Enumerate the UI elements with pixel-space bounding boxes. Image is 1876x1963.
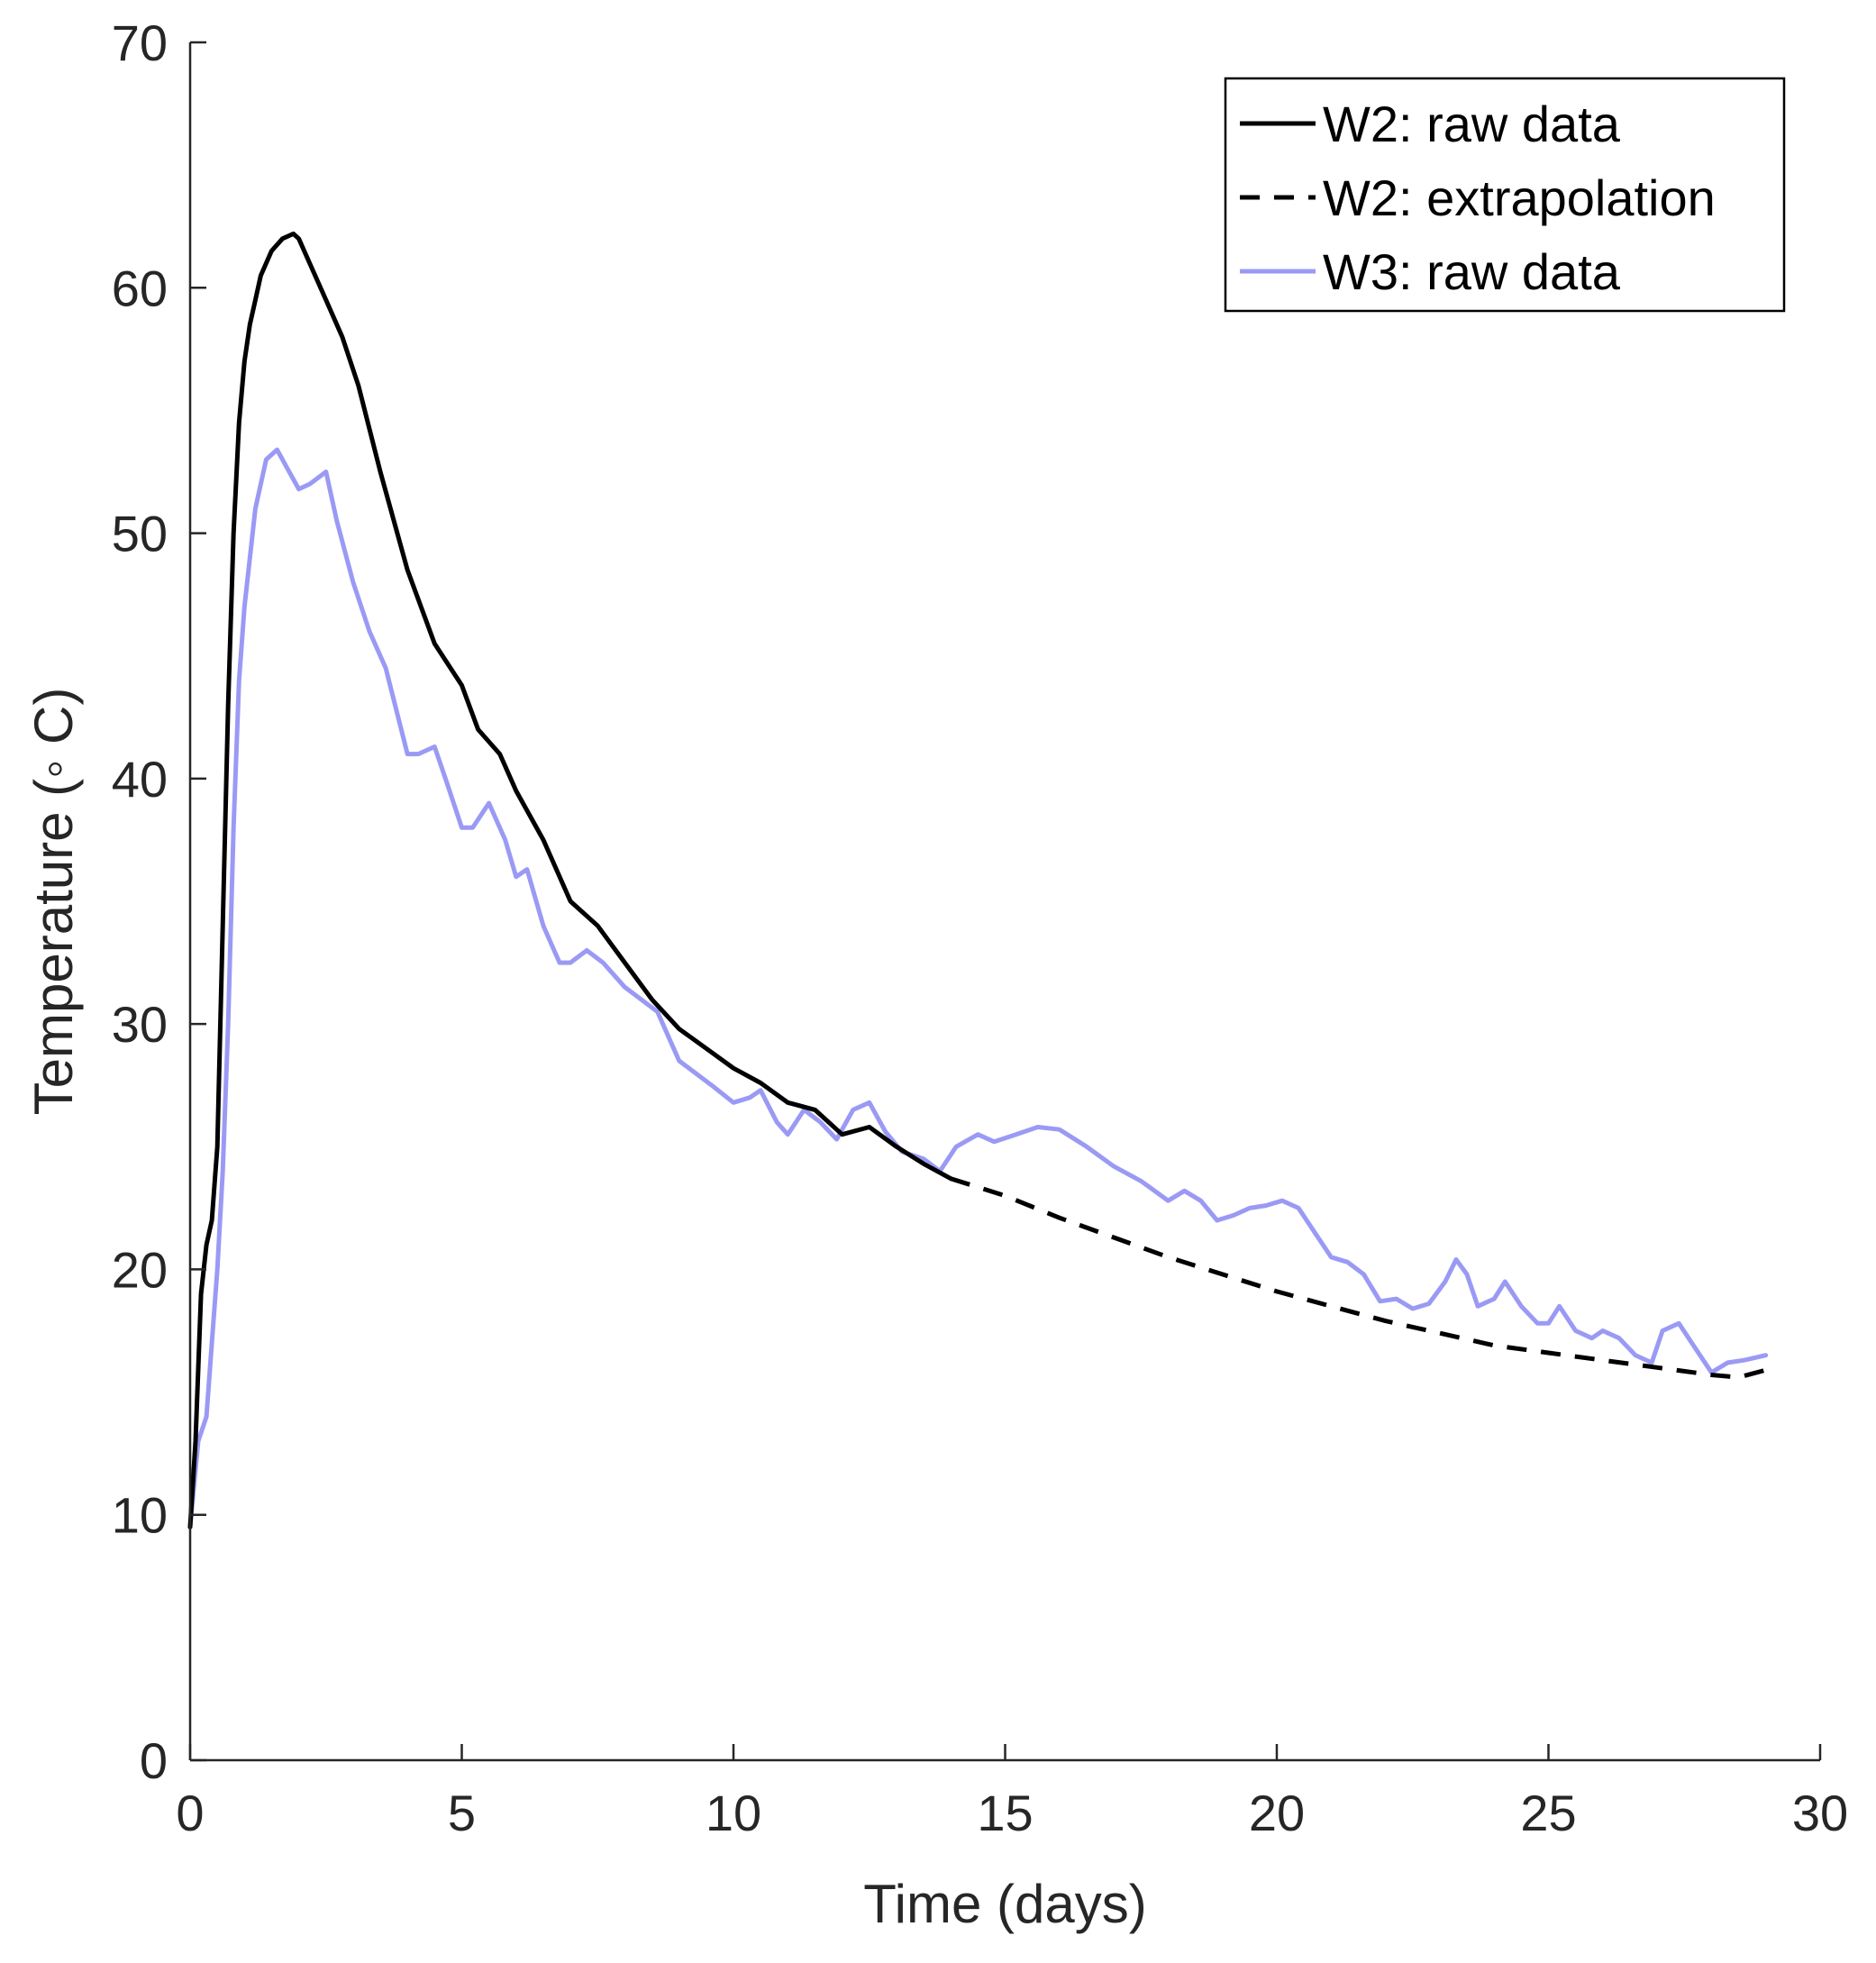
legend-label: W3: raw data <box>1323 243 1621 300</box>
y-tick-label: 0 <box>140 1732 168 1789</box>
x-tick-label: 30 <box>1792 1785 1848 1841</box>
y-tick-label: 30 <box>112 996 168 1053</box>
series-line-w2-extrapolation <box>950 1176 1767 1380</box>
y-tick-label: 50 <box>112 506 168 562</box>
y-tick-label: 20 <box>112 1241 168 1298</box>
x-tick-label: 5 <box>448 1785 476 1841</box>
x-axis-title: Time (days) <box>863 1874 1146 1934</box>
x-tick-label: 10 <box>706 1785 761 1841</box>
legend-label: W2: raw data <box>1323 96 1621 152</box>
legend-box <box>1224 77 1786 313</box>
axes: 0 5 10 15 20 25 30 0 10 20 30 40 50 60 70 Time (days) Te… <box>23 14 1848 1934</box>
x-tick-label: 0 <box>176 1785 204 1841</box>
legend-label: W2: extrapolation <box>1323 169 1716 226</box>
series-line-w3-raw-data <box>187 447 1769 1529</box>
y-tick-label: 10 <box>112 1487 168 1544</box>
legend: W2: raw data W2: extrapolation W3: raw dat… <box>1224 77 1786 313</box>
x-tick-label: 25 <box>1520 1785 1576 1841</box>
y-tick-label: 60 <box>112 260 168 316</box>
plot-area <box>187 231 1769 1529</box>
y-tick-label: 40 <box>112 751 168 808</box>
y-tick-label: 70 <box>112 14 168 71</box>
y-axis-title: Temperature (◦ C) <box>23 688 84 1116</box>
series-line-w2-raw-data <box>187 231 953 1529</box>
x-tick-label: 20 <box>1249 1785 1305 1841</box>
x-tick-label: 15 <box>977 1785 1033 1841</box>
